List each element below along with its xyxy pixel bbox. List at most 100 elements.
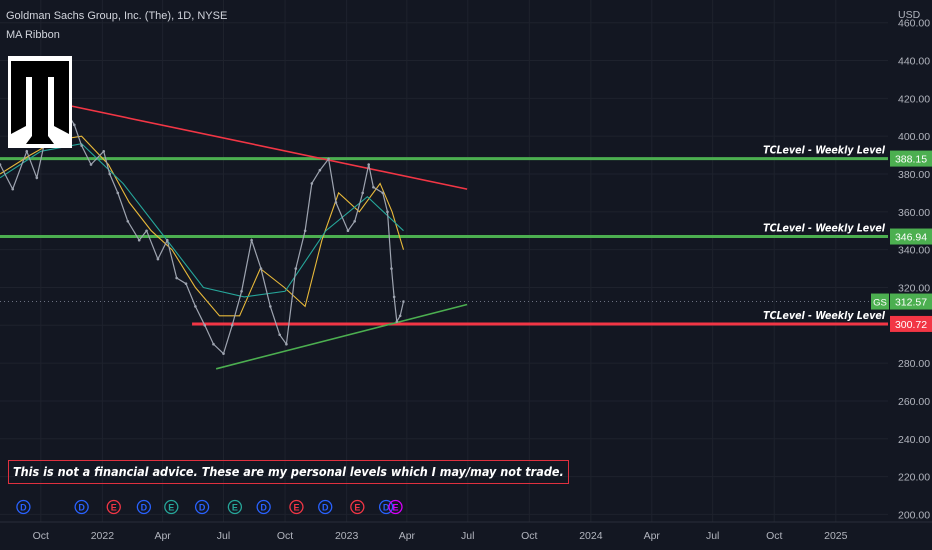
event-marker [289, 499, 304, 515]
event-marker-label: D [322, 503, 329, 513]
price-point [398, 314, 402, 318]
price-point [137, 238, 141, 242]
price-point [395, 320, 399, 323]
currency-label: USD [898, 9, 921, 21]
level-price-text: 346.94 [895, 232, 927, 244]
price-point [126, 219, 130, 223]
levels [0, 157, 888, 326]
indicator-legend[interactable]: MA Ribbon [6, 29, 60, 41]
event-marker-label: D [199, 503, 206, 513]
x-tick-label: 2024 [579, 530, 603, 542]
y-tick-label: 400.00 [898, 131, 930, 143]
price-point [35, 176, 39, 180]
price-point [240, 289, 243, 293]
price-point [294, 267, 298, 270]
trendline [215, 303, 468, 370]
price-point [250, 238, 253, 242]
price-point [194, 305, 197, 308]
x-tick-label: Oct [766, 530, 782, 542]
y-tick-label: 280.00 [898, 358, 930, 370]
trendlines [61, 103, 468, 370]
y-tick-label: 200.00 [898, 509, 930, 521]
price-point [361, 191, 364, 195]
y-tick-label: 460.00 [898, 18, 930, 30]
price-point [89, 163, 93, 166]
level-price-text: 388.15 [895, 154, 927, 166]
level-price-badge [890, 315, 932, 332]
event-marker [164, 499, 179, 515]
event-marker-label: E [293, 503, 299, 513]
x-tick-label: Oct [277, 530, 293, 542]
price-point [116, 191, 120, 195]
price-axis-panel [890, 0, 932, 522]
price-point [25, 150, 29, 153]
event-marker-label: E [354, 503, 360, 513]
event-marker-label: D [383, 503, 390, 513]
x-tick-label: 2023 [335, 530, 359, 542]
price-point [327, 157, 330, 161]
last-price-badge [890, 293, 932, 310]
price-point [222, 352, 225, 355]
price-point [108, 172, 112, 176]
price-series [0, 106, 405, 355]
time-axis: Oct 2022 Apr Jul Oct 2023 Apr Jul Oct 2024 Apr Jul O… [33, 530, 848, 542]
symbol-badge [871, 293, 889, 310]
event-marker [16, 499, 31, 515]
y-tick-label: 220.00 [898, 472, 930, 484]
price-point [392, 295, 396, 299]
price-point [390, 267, 393, 270]
symbol-badge-text: GS [873, 298, 887, 309]
price-point [72, 123, 76, 127]
event-marker [106, 499, 121, 515]
price-point [145, 229, 148, 233]
price-point [402, 300, 405, 303]
chart-title: Goldman Sachs Group, Inc. (The), 1D, NYS… [6, 10, 228, 22]
trendline [61, 103, 468, 190]
y-tick-label: 380.00 [898, 169, 930, 181]
price-point [318, 168, 322, 172]
event-marker [136, 499, 152, 515]
x-tick-label: Apr [644, 530, 661, 542]
y-tick-label: 420.00 [898, 93, 930, 105]
price-point [184, 282, 188, 285]
price-axis: 460.00 440.00 420.00 400.00 380.00 360.00 340.… [898, 18, 930, 522]
event-marker [318, 499, 333, 515]
level-label: TCLevel - Weekly Level [763, 145, 886, 157]
price-point [203, 324, 207, 327]
level-labels: TCLevel - Weekly Level 388.15 TCLevel - We… [763, 145, 932, 332]
level-price-badge [890, 150, 932, 167]
event-markers: EDDEDEDEDEDEDE [16, 499, 403, 515]
event-marker [378, 499, 394, 515]
event-marker [227, 499, 243, 515]
y-tick-label: 340.00 [898, 245, 930, 257]
price-point [269, 305, 272, 308]
x-tick-label: 2025 [824, 530, 848, 542]
event-marker [74, 499, 89, 515]
price-point [381, 191, 385, 195]
price-point [278, 333, 282, 337]
moving-average-line [0, 135, 405, 317]
price-point [259, 267, 263, 270]
price-point [334, 201, 338, 204]
event-marker-label: D [141, 503, 148, 513]
price-point [102, 150, 106, 153]
y-tick-label: 320.00 [898, 282, 930, 294]
y-tick-label: 360.00 [898, 207, 930, 219]
price-point [353, 219, 356, 223]
event-marker [194, 499, 210, 515]
x-tick-label: Apr [399, 530, 416, 542]
x-tick-label: Jul [461, 530, 474, 542]
level-price-badge [890, 228, 932, 245]
event-marker [256, 499, 271, 515]
price-point [285, 342, 288, 346]
x-tick-label: 2022 [91, 530, 115, 542]
price-point [386, 210, 389, 214]
event-marker [388, 499, 403, 515]
price-point [0, 163, 2, 166]
price-point [303, 229, 307, 233]
level-label: TCLevel - Weekly Level [763, 223, 886, 235]
price-point [346, 229, 350, 233]
event-marker-label: D [260, 503, 267, 513]
event-marker-label: D [78, 503, 85, 513]
